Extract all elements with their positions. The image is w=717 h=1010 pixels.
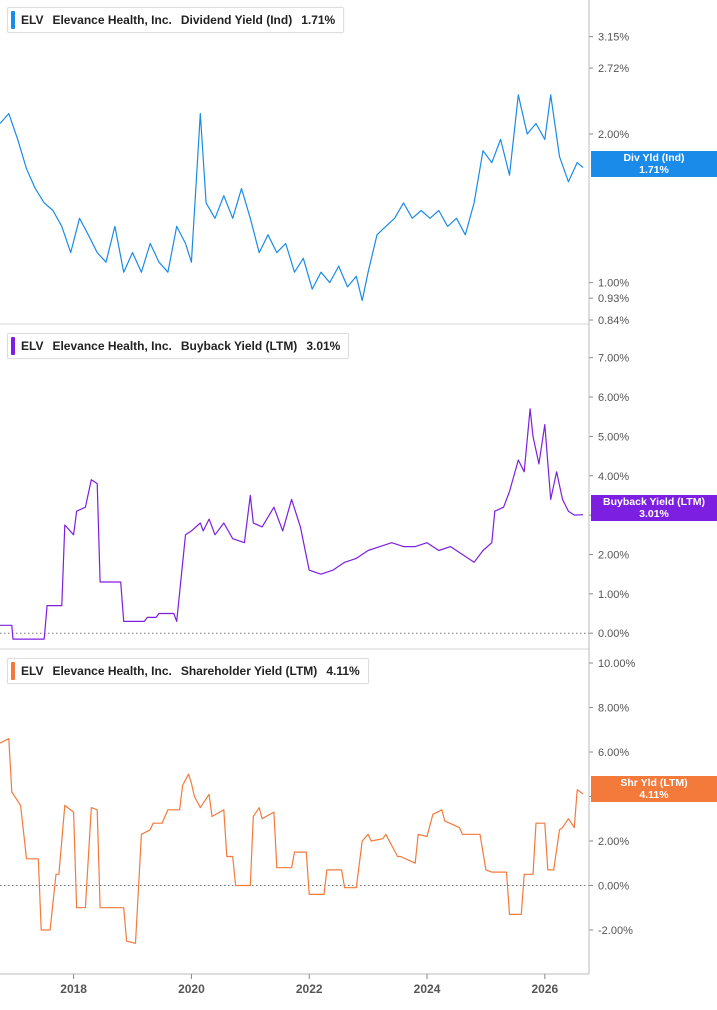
buyback-legend-ticker: ELV <box>21 339 44 353</box>
buyback-legend: ELV Elevance Health, Inc. Buyback Yield … <box>7 333 350 359</box>
buyback-value-tag: Buyback Yield (LTM) 3.01% <box>591 495 717 521</box>
buyback-y-tick-label: 6.00% <box>598 392 629 404</box>
dividend-y-tick-label: 0.84% <box>598 315 629 327</box>
x-tick-label: 2024 <box>414 982 441 996</box>
shareholder-legend-value: 4.11% <box>326 664 360 678</box>
dividend-legend: ELV Elevance Health, Inc. Dividend Yield… <box>7 7 345 33</box>
dividend-legend-metric: Dividend Yield (Ind) <box>180 13 293 27</box>
shareholder-y-tick-label: 0.00% <box>598 880 629 892</box>
shareholder-swatch <box>11 662 15 680</box>
buyback-y-tick-label: 7.00% <box>598 353 629 365</box>
dividend-legend-company: Elevance Health, Inc. <box>52 13 172 27</box>
shareholder-y-tick-label: 6.00% <box>598 747 629 759</box>
buyback-legend-metric: Buyback Yield (LTM) <box>180 339 298 353</box>
dividend-legend-ticker: ELV <box>21 13 44 27</box>
dividend-tag-label: Div Yld (Ind) <box>623 152 685 164</box>
shareholder-tag-label: Shr Yld (LTM) <box>620 777 688 789</box>
dividend-y-tick-label: 3.15% <box>598 32 629 44</box>
dividend-y-tick-label: 1.00% <box>598 278 629 290</box>
shareholder-legend: ELV Elevance Health, Inc. Shareholder Yi… <box>7 658 369 684</box>
buyback-y-tick-label: 5.00% <box>598 431 629 443</box>
dividend-series-line <box>0 94 584 302</box>
buyback-tag-label: Buyback Yield (LTM) <box>603 496 705 508</box>
dividend-swatch <box>11 11 15 29</box>
shareholder-y-tick-label: -2.00% <box>598 925 633 937</box>
shareholder-tag-value: 4.11% <box>639 789 669 801</box>
x-tick-label: 2020 <box>178 982 205 996</box>
shareholder-series-line <box>0 738 584 944</box>
buyback-legend-company: Elevance Health, Inc. <box>52 339 172 353</box>
shareholder-value-tag: Shr Yld (LTM) 4.11% <box>591 776 717 802</box>
buyback-tag-value: 3.01% <box>639 508 669 520</box>
shareholder-y-tick-label: 10.00% <box>598 658 636 670</box>
dividend-y-tick-label: 2.72% <box>598 63 629 75</box>
shareholder-y-tick-label: 2.00% <box>598 836 629 848</box>
shareholder-y-tick-label: 8.00% <box>598 702 629 714</box>
x-tick-label: 2022 <box>296 982 323 996</box>
shareholder-legend-company: Elevance Health, Inc. <box>52 664 172 678</box>
buyback-y-tick-label: 1.00% <box>598 589 629 601</box>
buyback-y-tick-label: 4.00% <box>598 471 629 483</box>
shareholder-legend-metric: Shareholder Yield (LTM) <box>180 664 318 678</box>
dividend-tag-value: 1.71% <box>639 164 669 176</box>
shareholder-legend-ticker: ELV <box>21 664 44 678</box>
dividend-y-tick-label: 2.00% <box>598 129 629 141</box>
x-tick-label: 2026 <box>531 982 558 996</box>
x-tick-label: 2018 <box>60 982 87 996</box>
buyback-y-tick-label: 0.00% <box>598 628 629 640</box>
buyback-series-line <box>0 408 584 640</box>
buyback-y-tick-label: 2.00% <box>598 549 629 561</box>
dividend-value-tag: Div Yld (Ind) 1.71% <box>591 151 717 177</box>
buyback-swatch <box>11 337 15 355</box>
dividend-legend-value: 1.71% <box>301 13 336 27</box>
buyback-legend-value: 3.01% <box>306 339 341 353</box>
dividend-y-tick-label: 0.93% <box>598 293 629 305</box>
